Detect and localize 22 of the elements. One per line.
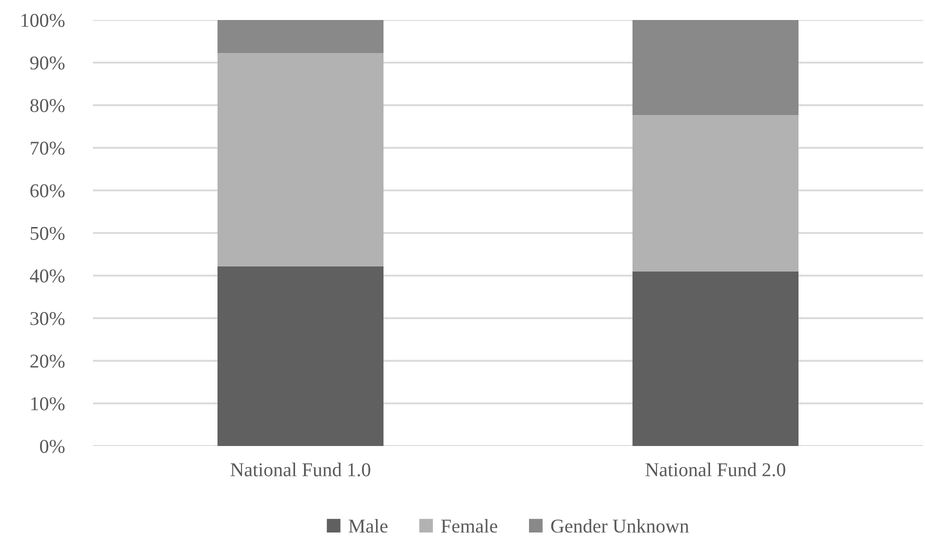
legend-label: Male [348,519,388,533]
bar [632,20,798,115]
x-tick-label: National Fund 1.0 [230,462,370,476]
x-tick-label: National Fund 2.0 [646,462,786,476]
bar [218,53,384,266]
bar [218,266,384,446]
bar [632,271,798,446]
y-tick-label: 90% [30,56,65,70]
y-tick-label: 70% [30,142,65,155]
y-tick-label: 40% [30,269,65,283]
y-tick-label: 0% [40,440,65,453]
y-tick-label: 20% [30,354,65,368]
y-tick-label: 100% [22,14,65,27]
y-tick-label: 10% [31,397,65,410]
y-tick-label: 60% [30,184,65,198]
legend-label: Female [441,519,498,533]
y-tick-label: 30% [30,312,65,326]
y-tick-label: 50% [30,226,65,240]
legend-label: Gender Unknown [551,519,689,533]
bar [218,20,384,54]
y-tick-label: 80% [30,99,65,112]
bar [632,115,798,272]
